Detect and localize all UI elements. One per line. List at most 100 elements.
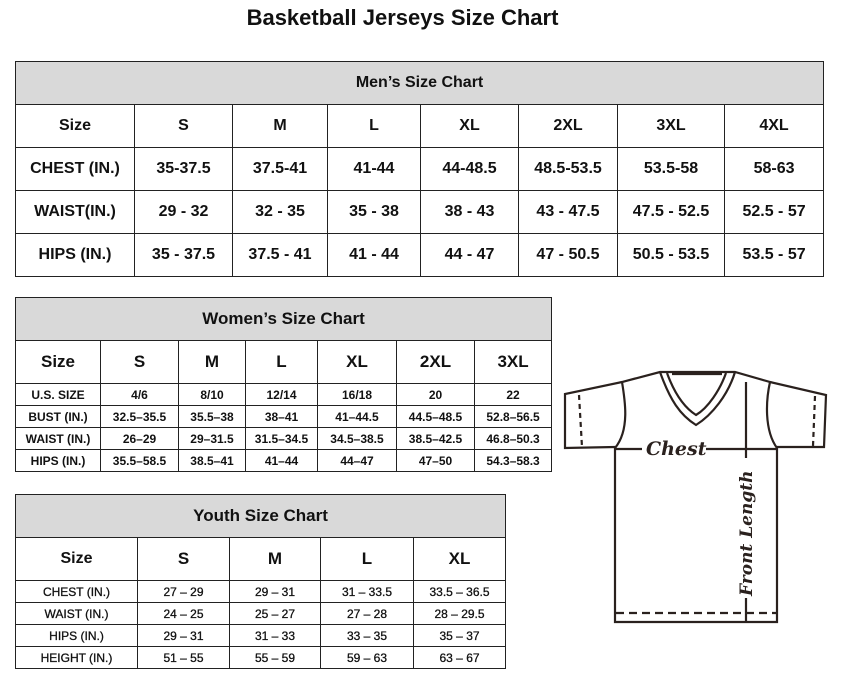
youth-size-table: Youth Size Chart Size S M L XL CHEST (IN.) 27 –… [14, 494, 507, 669]
header-cell: XL [420, 104, 519, 148]
value-cell: 53.5 - 57 [723, 233, 825, 277]
value-cell: 20 [396, 383, 475, 406]
table-row: CHEST (IN.) 35-37.5 37.5-41 41-44 44-48.5 48.… [15, 147, 825, 191]
header-cell: 4XL [723, 104, 825, 148]
value-cell: 35 - 38 [327, 190, 421, 234]
jersey-diagram: Chest Front Length [563, 370, 828, 624]
value-cell: 50.5 - 53.5 [617, 233, 725, 277]
value-cell: 53.5-58 [617, 147, 725, 191]
value-cell: 44 - 47 [420, 233, 519, 277]
header-cell: M [229, 537, 321, 581]
value-cell: 28 – 29.5 [412, 602, 507, 625]
value-cell: 41-44 [327, 147, 421, 191]
value-cell: 59 – 63 [320, 646, 414, 669]
table-row: WAIST (IN.) 26–29 29–31.5 31.5–34.5 34.5–38.… [15, 427, 553, 450]
value-cell: 35 - 37.5 [134, 233, 233, 277]
value-cell: 31 – 33 [229, 624, 321, 647]
value-cell: 35.5–58.5 [100, 449, 179, 472]
chest-label: Chest [646, 438, 707, 460]
value-cell: 46.8–50.3 [473, 427, 553, 450]
table-caption: Men’s Size Chart [14, 61, 825, 105]
value-cell: 12/14 [245, 383, 318, 406]
value-cell: 35 – 37 [412, 624, 507, 647]
value-cell: 27 – 29 [137, 580, 230, 603]
value-cell: 29 – 31 [137, 624, 230, 647]
value-cell: 32 - 35 [232, 190, 328, 234]
value-cell: 38–41 [245, 405, 318, 428]
header-cell: L [245, 340, 318, 384]
value-cell: 22 [473, 383, 553, 406]
table-caption-row: Women’s Size Chart [14, 297, 553, 341]
value-cell: 26–29 [100, 427, 179, 450]
table-row: WAIST(IN.) 29 - 32 32 - 35 35 - 38 38 - 43 43… [15, 190, 825, 234]
header-cell: 3XL [473, 340, 553, 384]
table-header-row: Size S M L XL [15, 537, 507, 581]
value-cell: 29–31.5 [178, 427, 246, 450]
row-label: CHEST (IN.) [15, 147, 135, 191]
value-cell: 47–50 [396, 449, 475, 472]
value-cell: 27 – 28 [320, 602, 414, 625]
value-cell: 44-48.5 [420, 147, 519, 191]
header-cell: S [137, 537, 230, 581]
value-cell: 43 - 47.5 [518, 190, 618, 234]
row-label: HIPS (IN.) [15, 233, 135, 277]
value-cell: 16/18 [317, 383, 397, 406]
table-row: CHEST (IN.) 27 – 29 29 – 31 31 – 33.5 33.5 –… [15, 580, 507, 603]
header-cell: M [232, 104, 328, 148]
table-row: HEIGHT (IN.) 51 – 55 55 – 59 59 – 63 63 – 67 [15, 646, 507, 669]
value-cell: 32.5–35.5 [100, 405, 179, 428]
header-cell: M [178, 340, 246, 384]
value-cell: 38.5–41 [178, 449, 246, 472]
table-row: HIPS (IN.) 35 - 37.5 37.5 - 41 41 - 44 44 - … [15, 233, 825, 277]
header-cell: Size [15, 537, 138, 581]
table-row: HIPS (IN.) 35.5–58.5 38.5–41 41–44 44–47 47–5… [15, 449, 553, 472]
row-label: HIPS (IN.) [15, 624, 138, 647]
value-cell: 63 – 67 [412, 646, 507, 669]
page-title: Basketball Jerseys Size Chart [246, 5, 559, 30]
front-length-label: Front Length [737, 471, 757, 597]
header-cell: Size [15, 340, 101, 384]
value-cell: 38.5–42.5 [396, 427, 475, 450]
table-header-row: Size S M L XL 2XL 3XL 4XL [15, 104, 825, 148]
row-label: HIPS (IN.) [15, 449, 101, 472]
row-label: WAIST(IN.) [15, 190, 135, 234]
value-cell: 35-37.5 [134, 147, 233, 191]
header-cell: 3XL [617, 104, 725, 148]
value-cell: 51 – 55 [137, 646, 230, 669]
value-cell: 33.5 – 36.5 [412, 580, 507, 603]
mens-size-table: Men’s Size Chart Size S M L XL 2XL 3XL 4XL CHEST … [14, 61, 825, 277]
row-label: U.S. SIZE [15, 383, 101, 406]
header-cell: XL [412, 537, 507, 581]
value-cell: 35.5–38 [178, 405, 246, 428]
value-cell: 55 – 59 [229, 646, 321, 669]
value-cell: 41 - 44 [327, 233, 421, 277]
table-caption-row: Youth Size Chart [14, 494, 507, 538]
header-cell: 2XL [396, 340, 475, 384]
header-cell: 2XL [518, 104, 618, 148]
value-cell: 44–47 [317, 449, 397, 472]
value-cell: 33 – 35 [320, 624, 414, 647]
value-cell: 8/10 [178, 383, 246, 406]
header-cell: L [327, 104, 421, 148]
value-cell: 34.5–38.5 [317, 427, 397, 450]
row-label: HEIGHT (IN.) [15, 646, 138, 669]
row-label: WAIST (IN.) [15, 602, 138, 625]
value-cell: 47 - 50.5 [518, 233, 618, 277]
value-cell: 31.5–34.5 [245, 427, 318, 450]
value-cell: 37.5-41 [232, 147, 328, 191]
value-cell: 54.3–58.3 [473, 449, 553, 472]
value-cell: 58-63 [723, 147, 825, 191]
value-cell: 24 – 25 [137, 602, 230, 625]
table-row: WAIST (IN.) 24 – 25 25 – 27 27 – 28 28 – 29.… [15, 602, 507, 625]
value-cell: 38 - 43 [420, 190, 519, 234]
value-cell: 47.5 - 52.5 [617, 190, 725, 234]
value-cell: 52.8–56.5 [473, 405, 553, 428]
value-cell: 44.5–48.5 [396, 405, 475, 428]
value-cell: 48.5-53.5 [518, 147, 618, 191]
header-cell: Size [15, 104, 135, 148]
header-cell: XL [317, 340, 397, 384]
value-cell: 4/6 [100, 383, 179, 406]
value-cell: 41–44.5 [317, 405, 397, 428]
womens-size-table: Women’s Size Chart Size S M L XL 2XL 3XL U.S. SI… [14, 297, 553, 472]
value-cell: 37.5 - 41 [232, 233, 328, 277]
